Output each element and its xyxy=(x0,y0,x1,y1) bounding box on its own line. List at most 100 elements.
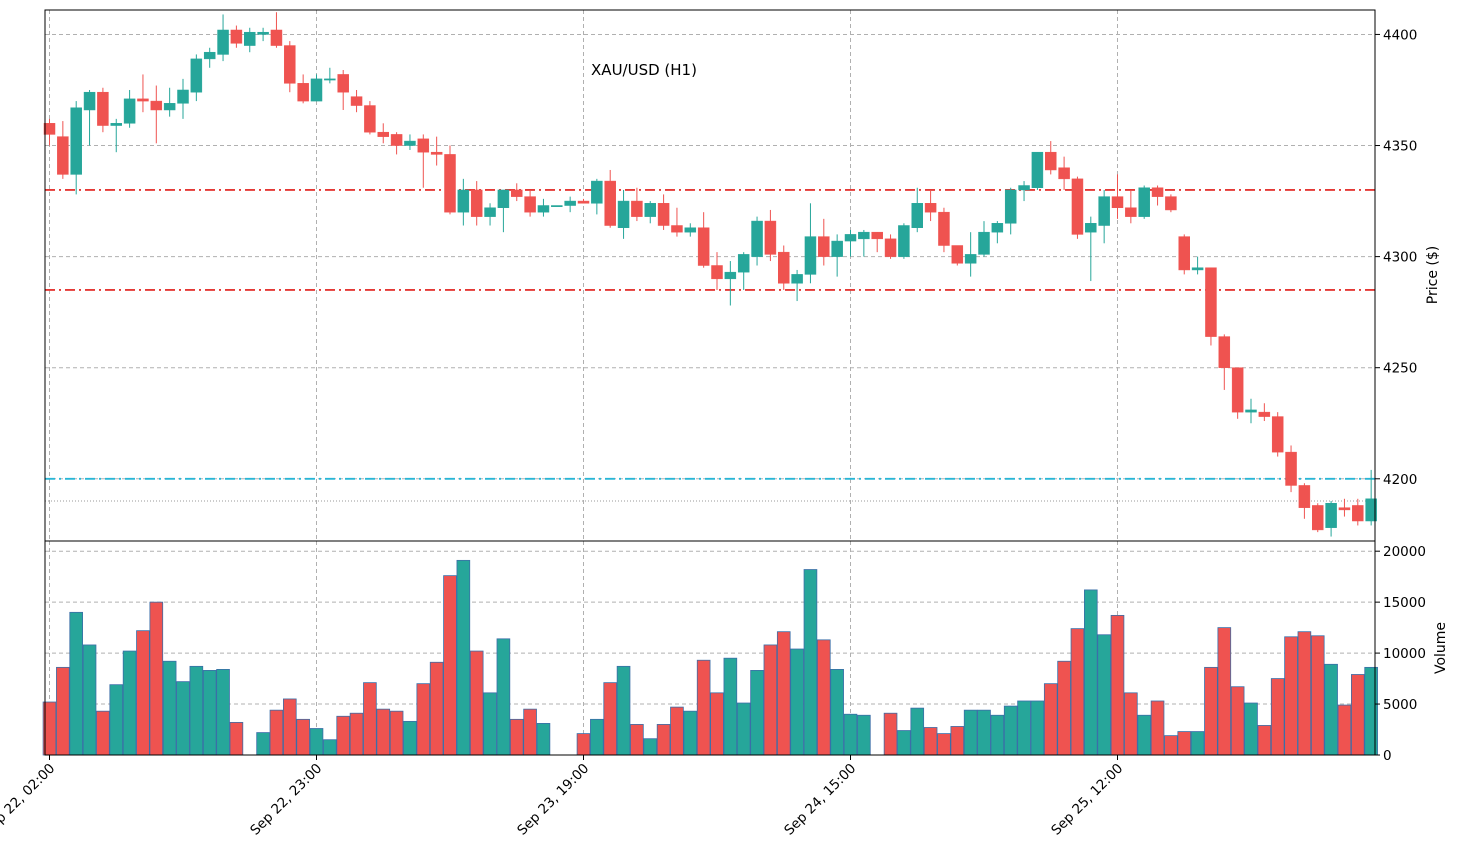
candle-body xyxy=(1004,189,1017,224)
volume-bar xyxy=(1150,700,1165,756)
candle-body xyxy=(150,100,163,111)
candle-body xyxy=(577,200,590,204)
volume-bar xyxy=(483,692,497,756)
volume-bar xyxy=(403,720,417,756)
candle-body xyxy=(1338,507,1351,511)
candle-body xyxy=(978,231,990,255)
candle-body xyxy=(203,51,216,60)
candle-body xyxy=(1218,336,1231,368)
candle-body xyxy=(1178,236,1190,271)
candle-body xyxy=(684,227,697,233)
volume-bar xyxy=(696,659,711,756)
volume-bar xyxy=(296,718,310,756)
candle-body xyxy=(284,45,296,84)
volume-bar xyxy=(630,724,644,756)
candle-body xyxy=(190,58,203,93)
candle-body xyxy=(57,136,69,175)
candle-body xyxy=(1111,196,1124,208)
candle-body xyxy=(1205,267,1217,337)
candle-body xyxy=(1125,207,1137,217)
candle-body xyxy=(858,231,870,240)
volume-bar xyxy=(363,682,377,756)
candle-body xyxy=(270,29,283,46)
volume-bar xyxy=(56,666,70,756)
volume-bar xyxy=(590,718,604,756)
candle-body xyxy=(884,238,897,257)
volume-bar xyxy=(670,706,684,756)
volume-bar xyxy=(710,692,724,756)
volume-bar xyxy=(1084,589,1098,756)
volume-bar xyxy=(1217,627,1232,756)
volume-bar xyxy=(176,681,190,756)
volume-bar xyxy=(1097,634,1111,756)
volume-bar xyxy=(1270,678,1285,756)
volume-bar xyxy=(843,713,858,756)
volume-bar xyxy=(162,660,177,756)
candle-body xyxy=(70,107,82,175)
candle-body xyxy=(163,103,176,111)
candle-body xyxy=(791,274,803,284)
candle-body xyxy=(123,98,136,124)
volume-bar xyxy=(523,708,537,756)
volume-bar xyxy=(349,712,364,756)
candle-body xyxy=(778,251,790,284)
volume-bar xyxy=(1230,686,1245,756)
volume-bar xyxy=(1110,614,1125,756)
candle-body xyxy=(604,180,616,226)
volume-tick-label: 0 xyxy=(1383,748,1392,764)
volume-bar xyxy=(1257,725,1272,756)
volume-bar xyxy=(950,726,965,756)
volume-bar xyxy=(1324,663,1338,756)
volume-bar xyxy=(1190,731,1205,756)
candle-body xyxy=(591,180,603,204)
candle-body xyxy=(1285,451,1297,486)
volume-bar xyxy=(790,648,804,756)
volume-bar xyxy=(309,728,324,756)
volume-bar xyxy=(857,714,871,756)
candle-body xyxy=(671,225,683,233)
volume-bar xyxy=(416,683,431,756)
volume-bar xyxy=(256,732,270,756)
volume-bar xyxy=(496,638,511,756)
candle-body xyxy=(1031,151,1044,188)
volume-axes-frame xyxy=(44,540,1376,756)
volume-bar xyxy=(323,739,337,756)
volume-bar xyxy=(1137,714,1152,756)
candle-body xyxy=(350,96,363,106)
candle-body xyxy=(964,254,977,264)
candle-body xyxy=(470,189,483,217)
price-tick-label: 4400 xyxy=(1383,27,1417,43)
candle-body xyxy=(484,207,496,217)
candle-body xyxy=(310,78,323,102)
volume-bars xyxy=(42,559,1378,756)
volume-bar xyxy=(216,669,230,756)
volume-bar xyxy=(189,665,204,756)
candle-body xyxy=(697,227,710,266)
candle-body xyxy=(991,223,1004,233)
candle-body xyxy=(417,138,430,153)
volume-tick-label: 20000 xyxy=(1383,544,1426,560)
volume-bar xyxy=(937,733,951,756)
volume-bar xyxy=(509,718,524,756)
price-tick-label: 4300 xyxy=(1383,250,1417,266)
volume-bar xyxy=(963,709,978,756)
candle-body xyxy=(898,225,910,257)
volume-bar xyxy=(803,569,818,756)
candle-body xyxy=(711,265,723,280)
candle-body xyxy=(511,189,523,197)
volume-bar xyxy=(1003,705,1018,756)
candle-body xyxy=(657,203,670,226)
volume-axis-label: Volume xyxy=(1433,622,1449,674)
candle-body xyxy=(377,131,389,137)
volume-bar xyxy=(897,730,911,756)
candle-body xyxy=(911,203,923,228)
volume-tick-label: 15000 xyxy=(1383,595,1426,611)
volume-bar xyxy=(282,698,297,756)
volume-bar xyxy=(683,710,698,756)
candle-body xyxy=(497,189,510,208)
volume-bar xyxy=(1057,660,1071,756)
volume-bar xyxy=(136,630,150,756)
candle-body xyxy=(297,83,309,102)
candle-body xyxy=(617,200,630,228)
candle-body xyxy=(1312,505,1324,531)
